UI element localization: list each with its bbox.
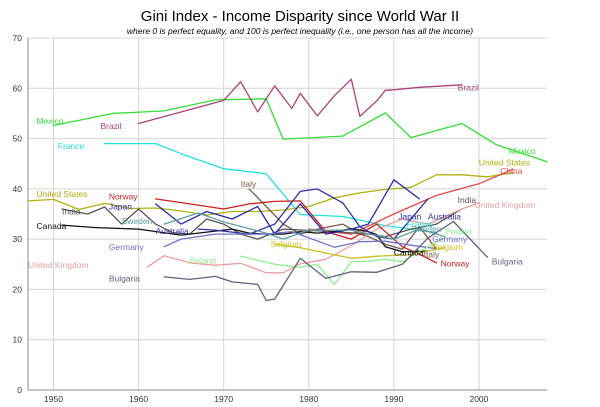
series-line-mexico bbox=[52, 98, 548, 163]
y-tick-label: 10 bbox=[13, 335, 23, 345]
series-label-italy: Italy bbox=[424, 250, 440, 260]
y-tick-label: 20 bbox=[13, 284, 23, 294]
series-label-brazil: Brazil bbox=[100, 121, 121, 131]
series-line-australia bbox=[197, 188, 429, 240]
x-tick-label: 1990 bbox=[384, 394, 403, 404]
series-line-japan bbox=[154, 179, 421, 235]
series-label-brazil: Brazil bbox=[458, 82, 479, 92]
series-label-united-kingdom: United Kingdom bbox=[475, 200, 535, 210]
series-line-china bbox=[308, 168, 514, 235]
chart-subtitle: where 0 is perfect equality, and 100 is … bbox=[127, 26, 473, 36]
series-line-selgium bbox=[274, 243, 301, 249]
series-label-mexico: Mexico bbox=[37, 116, 64, 126]
series-label-india: India bbox=[458, 195, 477, 205]
series-label-canada: Canada bbox=[394, 248, 424, 258]
series-line-germany bbox=[163, 230, 438, 250]
y-tick-label: 60 bbox=[13, 83, 23, 93]
y-tick-label: 30 bbox=[13, 234, 23, 244]
series-label-belgium: Belgium bbox=[432, 242, 463, 252]
series-labels: Mexico Mexico Brazil Brazil France France Unit… bbox=[28, 82, 536, 283]
series-line-belgium bbox=[299, 247, 446, 259]
series-label-poland: Poland bbox=[190, 255, 217, 265]
y-tick-label: 50 bbox=[13, 134, 23, 144]
axes: 0 10 20 30 40 50 60 70 1950 1960 1970 1980 1990 2000 bbox=[13, 33, 547, 404]
series-label-united-kingdom: United Kingdom bbox=[28, 260, 88, 270]
y-tick-label: 70 bbox=[13, 33, 23, 43]
series-line-canada bbox=[61, 224, 429, 253]
series-label-germany: Germany bbox=[432, 234, 468, 244]
chart-title: Gini Index - Income Disparity since Worl… bbox=[141, 8, 459, 25]
series-line-bulgaria bbox=[163, 220, 489, 302]
x-tick-label: 1970 bbox=[214, 394, 233, 404]
series-label-norway: Norway bbox=[441, 258, 471, 268]
series-line-united-kingdom bbox=[146, 202, 480, 274]
series-label-italy: Italy bbox=[241, 179, 257, 189]
series-label-united-states: United States bbox=[37, 189, 88, 199]
series-label-bulgaria: Bulgaria bbox=[109, 273, 140, 283]
series-line-france bbox=[103, 142, 438, 234]
series-label-sweden: Sweden bbox=[411, 224, 442, 234]
series-label-india: India bbox=[62, 206, 81, 216]
series-label-china: China bbox=[500, 166, 522, 176]
x-tick-label: 1980 bbox=[299, 394, 318, 404]
series-label-bulgaria: Bulgaria bbox=[492, 256, 523, 266]
y-tick-label: 0 bbox=[17, 385, 22, 395]
x-tick-label: 2000 bbox=[469, 394, 488, 404]
series-line-india bbox=[61, 206, 463, 240]
series-label-japan: Japan bbox=[398, 212, 421, 222]
series-line-sweden bbox=[163, 212, 446, 240]
series-line-norway bbox=[154, 198, 438, 264]
y-tick-label: 40 bbox=[13, 184, 23, 194]
series-label-norway: Norway bbox=[109, 191, 139, 201]
series-label-poland: Poland bbox=[445, 227, 472, 237]
series-label-australia: Australia bbox=[428, 212, 461, 222]
series-label-japan: Japan bbox=[109, 201, 132, 211]
series-label-canada: Canada bbox=[37, 221, 67, 231]
series-label-germany: Germany bbox=[109, 242, 145, 252]
series-label-selgium: Selgium bbox=[270, 239, 301, 249]
series-label-france: France bbox=[407, 219, 434, 229]
series-label-australia: Australia bbox=[156, 226, 189, 236]
series-label-united-states: United States bbox=[479, 158, 530, 168]
series-label-mexico: Mexico bbox=[509, 146, 536, 156]
series-line-brazil bbox=[137, 78, 463, 125]
series-label-france: France bbox=[58, 141, 85, 151]
x-tick-label: 1960 bbox=[129, 394, 148, 404]
series-lines bbox=[27, 78, 548, 302]
x-tick-label: 1950 bbox=[44, 394, 63, 404]
series-label-sweden: Sweden bbox=[122, 216, 153, 226]
